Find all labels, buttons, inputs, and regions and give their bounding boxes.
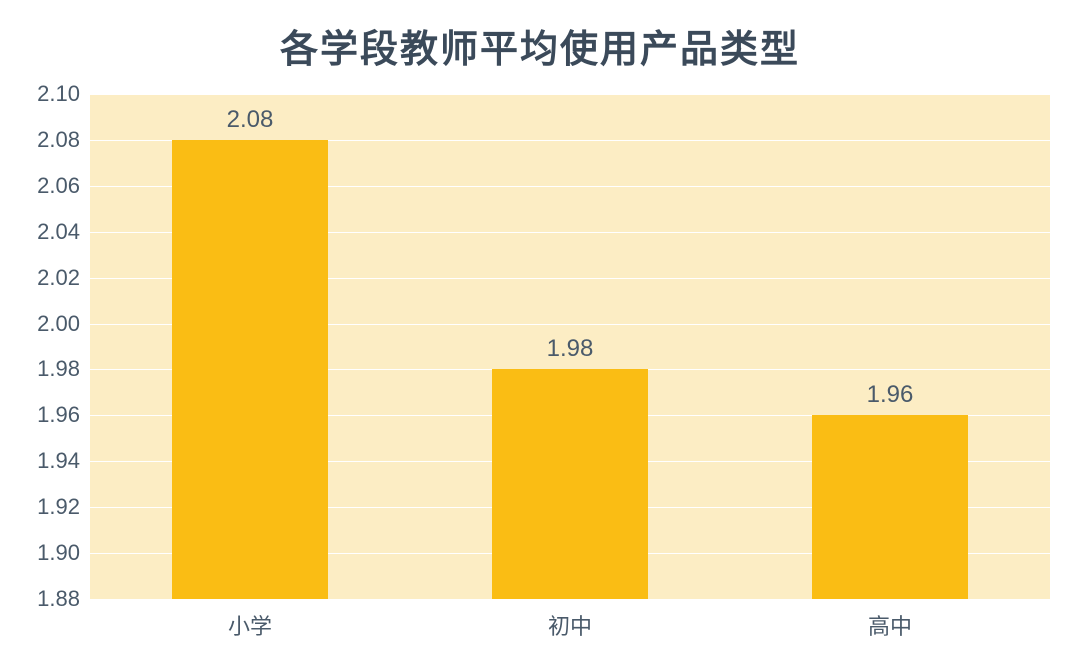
bar-value-label: 2.08 [227,106,274,140]
y-axis-tick-label: 1.90 [37,540,90,566]
y-axis-tick-label: 2.04 [37,219,90,245]
y-axis-tick-label: 1.88 [37,586,90,612]
x-axis-tick-label: 初中 [548,599,592,641]
y-axis-tick-label: 1.98 [37,356,90,382]
y-axis-tick-label: 2.06 [37,173,90,199]
y-axis-tick-label: 1.92 [37,494,90,520]
y-axis-tick-label: 2.10 [37,81,90,107]
bar [172,140,329,599]
bar-value-label: 1.96 [867,381,914,415]
chart-title: 各学段教师平均使用产品类型 [0,18,1080,73]
y-axis-tick-label: 1.94 [37,448,90,474]
y-axis-tick-label: 2.02 [37,265,90,291]
bar [492,369,649,599]
bar-value-label: 1.98 [547,335,594,369]
bar-chart: 各学段教师平均使用产品类型 1.88 1.90 1.92 1.94 1.96 1.98 2.… [0,0,1080,660]
x-axis-tick-label: 高中 [868,599,912,641]
y-axis-tick-label: 2.08 [37,127,90,153]
x-axis-tick-label: 小学 [228,599,272,641]
y-axis-tick-label: 2.00 [37,311,90,337]
bar [812,415,969,599]
plot-area: 1.881.901.921.941.961.982.002.022.042.06… [90,94,1050,599]
y-axis-tick-label: 1.96 [37,402,90,428]
gridline [90,94,1050,95]
